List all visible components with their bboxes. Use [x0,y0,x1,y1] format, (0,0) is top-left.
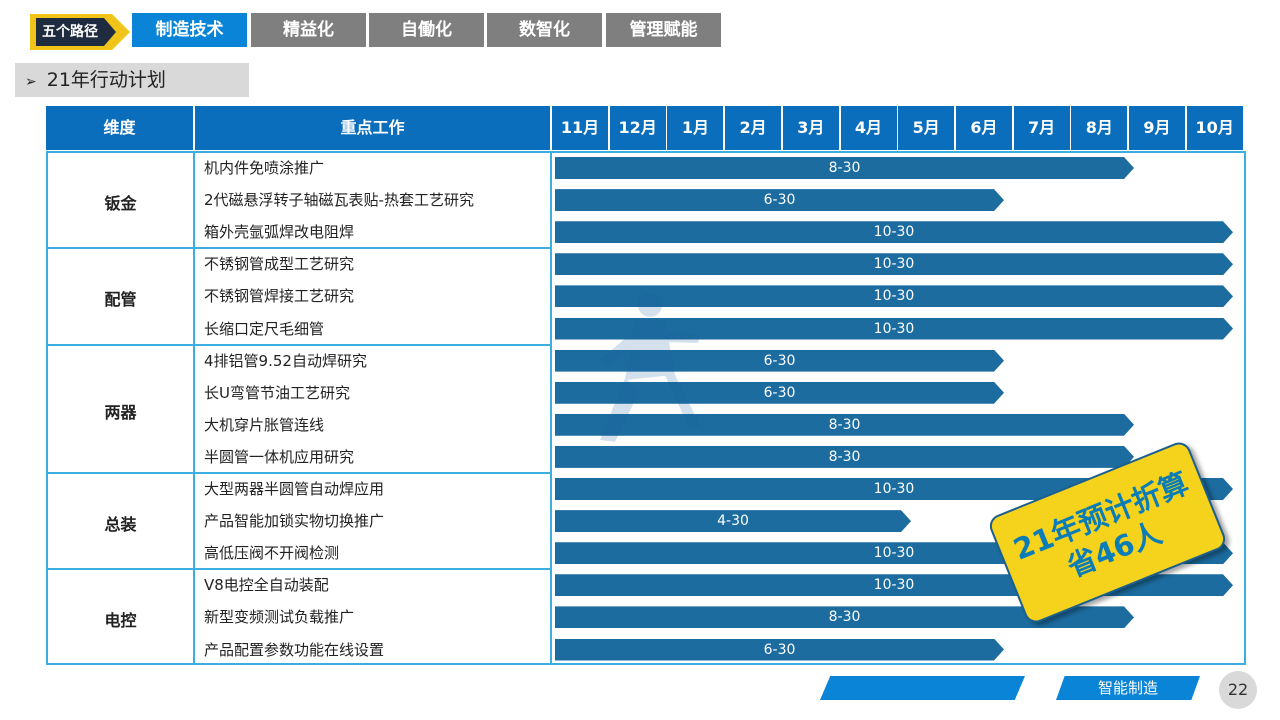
tab-manufacturing-tech[interactable]: 制造技术 [132,13,247,47]
section-title: ➢ 21年行动计划 [15,63,249,97]
divider-timeline [550,151,552,665]
month-header: 2月 [725,106,782,150]
schedule-grid [46,151,1246,665]
group-divider [46,472,552,474]
task-bar: 8-30 [555,157,1134,179]
task-label: 产品智能加锁实物切换推广 [204,512,385,531]
task-label: 高低压阀不开阀检测 [204,544,340,563]
month-header: 1月 [667,106,724,150]
task-bar: 6-30 [555,382,1004,404]
group-divider [46,343,552,346]
month-header: 3月 [782,106,839,150]
task-label: 产品配置参数功能在线设置 [204,640,385,659]
task-bar: 4-30 [555,510,911,532]
page-number: 22 [1219,671,1257,709]
month-header: 4月 [840,106,897,150]
month-header: 6月 [955,106,1012,150]
task-bar: 6-30 [555,350,1004,372]
task-label: 长缩口定尺毛细管 [204,319,325,338]
task-label: 不锈钢管焊接工艺研究 [204,287,355,306]
group-label: 配管 [104,290,137,310]
task-label: 4排铝管9.52自动焊研究 [204,351,367,370]
group-label: 总装 [104,515,137,535]
task-label: 机内件免喷涂推广 [204,159,325,177]
footer-label: 智能制造 [1056,676,1200,700]
section-title-text: 21年行动计划 [46,69,166,91]
task-bar: 6-30 [555,639,1004,661]
month-header: 9月 [1129,106,1185,150]
group-label: 两器 [104,402,137,422]
month-header: 10月 [1186,106,1243,150]
task-bar: 8-30 [555,414,1134,436]
bullet-arrow-icon: ➢ [25,74,37,90]
month-header: 12月 [609,106,666,150]
task-bar: 10-30 [555,318,1233,340]
task-label: 新型变频测试负载推广 [204,608,355,627]
group-label: 电控 [104,611,137,631]
tab-digital[interactable]: 数智化 [487,13,602,47]
month-header: 8月 [1071,106,1128,150]
tab-lean[interactable]: 精益化 [251,13,366,47]
task-bar: 10-30 [555,253,1233,275]
header-dimension: 维度 [46,106,193,150]
group-divider [46,568,552,571]
task-bar: 6-30 [555,189,1004,211]
task-label: V8电控全自动装配 [204,576,329,595]
nav-tag: 五个路径 [36,18,116,46]
group-label: 钣金 [104,194,137,214]
header-work: 重点工作 [195,106,550,150]
task-label: 不锈钢管成型工艺研究 [204,255,355,274]
task-label: 长U弯管节油工艺研究 [204,383,350,402]
task-label: 2代磁悬浮转子轴磁瓦表贴-热套工艺研究 [204,191,474,210]
month-header: 5月 [898,106,955,150]
task-label: 半圆管一体机应用研究 [204,447,355,466]
task-label: 箱外壳氩弧焊改电阻焊 [204,223,355,242]
footer-decor-strip [820,676,1025,700]
month-header: 11月 [552,106,608,150]
tab-jidoka[interactable]: 自働化 [369,13,484,47]
month-header: 7月 [1013,106,1070,150]
task-label: 大型两器半圆管自动焊应用 [204,480,385,498]
runner-figure-icon [600,293,700,442]
group-divider [46,247,552,250]
task-bar: 8-30 [555,446,1134,468]
divider-dimension [193,151,195,665]
tab-management[interactable]: 管理赋能 [606,13,721,47]
task-bar: 10-30 [555,285,1233,307]
task-label: 大机穿片胀管连线 [204,415,325,434]
task-bar: 10-30 [555,221,1233,243]
task-bar: 8-30 [555,606,1134,628]
